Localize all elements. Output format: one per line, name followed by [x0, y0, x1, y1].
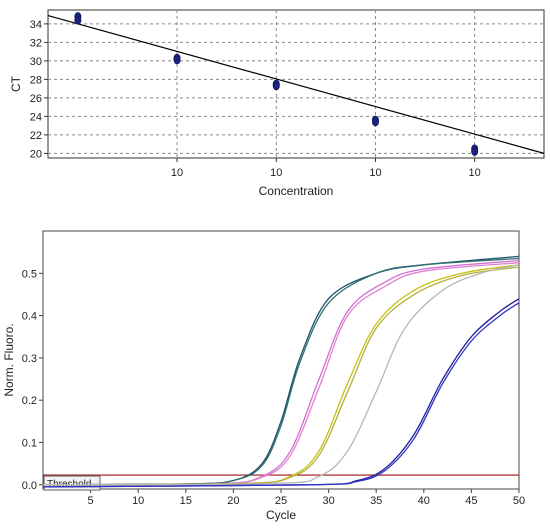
y-tick-label: 26 [30, 93, 42, 105]
y-tick-label: 24 [30, 111, 42, 123]
amplification-plot-area [42, 230, 520, 490]
y-tick-label: 34 [30, 19, 42, 31]
y-tick-label: 0.3 [22, 353, 37, 365]
x-tick-label: 45 [465, 495, 477, 507]
series-line [42, 302, 520, 488]
data-point [173, 55, 181, 65]
y-tick-label: 0.2 [22, 395, 37, 407]
amplification-y-axis-label: Norm. Fluoro. [2, 323, 16, 396]
data-point [371, 117, 379, 127]
y-tick-label: 0.4 [22, 311, 37, 323]
x-tick-label: 35 [370, 495, 382, 507]
x-tick-label: 5 [88, 495, 94, 507]
standard-curve-x-axis-label: Concentration [259, 184, 334, 198]
standard-curve-y-axis-label: CT [9, 75, 23, 92]
y-tick-label: 22 [30, 130, 42, 142]
x-tick-label: 10 [369, 167, 381, 179]
x-tick-label: 50 [513, 495, 525, 507]
x-tick-label: 15 [180, 495, 192, 507]
data-point [74, 15, 82, 25]
y-tick-label: 0.0 [22, 480, 37, 492]
data-point [471, 147, 479, 156]
y-tick-label: 32 [30, 37, 42, 49]
x-tick-label: 10 [469, 167, 481, 179]
amplification-x-ticks: 5 10 15 20 25 30 35 40 45 50 [88, 489, 525, 507]
x-tick-label: 10 [270, 167, 282, 179]
amplification-series [42, 255, 520, 488]
standard-curve-fit-line [47, 14, 545, 154]
amplification-x-axis-label: Cycle [266, 508, 296, 522]
y-tick-label: 28 [30, 74, 42, 86]
x-tick-label: 25 [275, 495, 287, 507]
y-tick-label: 30 [30, 56, 42, 68]
series-line [42, 264, 520, 486]
standard-curve-points [74, 12, 479, 156]
x-tick-label: 30 [322, 495, 334, 507]
amplification-chart: 0.00.10.20.30.40.5 5 10 15 20 25 30 35 40 45 50 T… [2, 230, 525, 522]
data-point [272, 81, 280, 91]
x-tick-label: 10 [171, 167, 183, 179]
standard-curve-y-ticks: 20 22 24 26 28 30 32 34 [30, 19, 48, 160]
standard-curve-x-ticks: 10 10 10 10 [171, 158, 481, 179]
y-tick-label: 0.1 [22, 437, 37, 449]
x-tick-label: 20 [227, 495, 239, 507]
x-tick-label: 40 [418, 495, 430, 507]
y-tick-label: 20 [30, 148, 42, 160]
amplification-y-ticks: 0.0 0.1 0.2 0.3 0.4 0.5 [22, 268, 43, 492]
y-tick-label: 0.5 [22, 268, 37, 280]
x-tick-label: 10 [132, 495, 144, 507]
